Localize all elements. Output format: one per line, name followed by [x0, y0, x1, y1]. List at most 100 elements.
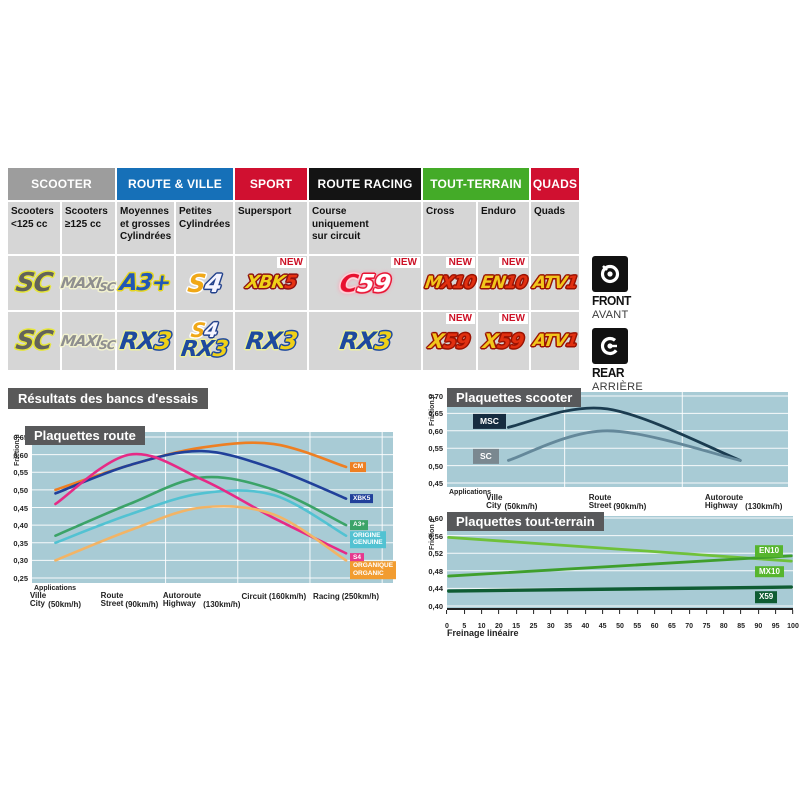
x-tick-label: 80 — [720, 610, 728, 633]
subheader-course-circuit: Course uniquement sur circuit — [309, 202, 421, 254]
front-cell-atv1: ATV1 — [531, 256, 579, 310]
y-tick-label: 0,50 — [428, 461, 443, 471]
plot-area: EN10 MX10 X59 — [447, 516, 793, 610]
front-cell-a3: A3+ — [117, 256, 174, 310]
avant-label: AVANT — [592, 309, 629, 321]
logo-sc: SC — [13, 326, 55, 356]
x-tick-label: 30 — [547, 610, 555, 633]
new-badge: NEW — [276, 257, 306, 268]
front-cell-maxi-sc: MAXISC — [59, 256, 116, 310]
x-tick-label: 20 — [495, 610, 503, 633]
y-tick-label: 0,70 — [428, 392, 443, 401]
series-line-x59 — [447, 585, 793, 593]
y-tick-label: 0,30 — [13, 556, 28, 566]
x-tick-label: 25 — [530, 610, 537, 633]
rear-cell-maxi-sc: MAXISC — [59, 312, 116, 370]
chart-title-route: Plaquettes route — [25, 426, 145, 445]
rear-cell-s4-rx3: S4 RX3 — [176, 312, 233, 370]
x-category-label: Route Street (90km/h) — [588, 493, 647, 511]
series-line-organique — [54, 504, 348, 562]
x-tick-label: 5 — [462, 610, 466, 633]
logo-en10: EN10 — [479, 272, 528, 293]
series-label-sc: SC — [473, 449, 499, 464]
y-tick-label: 0,55 — [13, 468, 28, 478]
front-cell-s4: S4 — [176, 256, 233, 310]
rear-axle-block: REAR ARRIÈRE — [592, 328, 668, 393]
logo-atv1: ATV1 — [531, 330, 579, 351]
logo-maxi-sc: MAXISC — [59, 274, 116, 294]
x-category-label: Circuit (160km/h) — [241, 592, 307, 601]
rear-cell-rx3-racing: RX3 — [309, 312, 421, 370]
y-tick-label: 0,48 — [428, 566, 443, 576]
rear-cell-rx3: RX3 — [117, 312, 174, 370]
new-badge: NEW — [390, 257, 420, 268]
y-tick-label: 0,35 — [13, 538, 28, 548]
logo-s4: S4 — [185, 268, 224, 298]
series-label-s4: S4 — [350, 553, 364, 564]
logo-c59: C59 — [337, 268, 393, 298]
series-label-organique: ORGANIQUE ORGANIC — [350, 561, 397, 580]
x-category-label: Ville City (50km/h) — [29, 591, 82, 609]
series-label-a3+: A3+ — [350, 520, 369, 531]
y-tick-label: 0,55 — [428, 444, 443, 454]
series-label-x59: X59 — [755, 591, 778, 603]
x-axis-title: Applications — [34, 585, 77, 592]
logo-atv1: ATV1 — [531, 272, 579, 293]
y-tick-label: 0,44 — [428, 584, 443, 594]
new-badge: NEW — [498, 257, 528, 268]
rear-cell-x59-cross: NEW X59 — [423, 312, 476, 370]
x-axis-title: Applications — [449, 489, 492, 496]
series-line-a3+ — [54, 475, 348, 537]
x-axis-title: Freinage linéaire — [447, 628, 519, 638]
y-tick-label: 0,60 — [428, 426, 443, 436]
series-label-msc: MSC — [473, 414, 506, 429]
y-tick-label: 0,52 — [428, 549, 443, 559]
x-tick-label: 65 — [668, 610, 676, 633]
x-category-label: Autoroute Highway (130km/h) — [704, 493, 783, 511]
front-cell-en10: NEW EN10 — [478, 256, 529, 310]
x-tick-label: 15 — [512, 610, 520, 633]
rear-cell-rx3-sport: RX3 — [235, 312, 307, 370]
category-tout-terrain: TOUT-TERRAIN — [423, 168, 529, 200]
logo-rx3: RX3 — [118, 327, 173, 355]
subheader-enduro: Enduro — [478, 202, 529, 254]
y-tick-label: 0,50 — [13, 485, 28, 495]
series-line-en10 — [447, 535, 793, 563]
results-heading: Résultats des bancs d'essais — [8, 388, 209, 409]
x-tick-label: 45 — [599, 610, 607, 633]
chart-plaquettes-scooter: Friction µ Plaquettes scooter MSC SC Appl… — [425, 386, 800, 514]
chart-title-terrain: Plaquettes tout-terrain — [447, 512, 604, 531]
subheader-petites-cylindrees: Petites Cylindrées — [176, 202, 233, 254]
plot-area: MSC SC — [447, 392, 788, 487]
product-table: SCOOTER ROUTE & VILLE SPORT ROUTE RACING… — [8, 168, 579, 370]
x-category-label: Autoroute Highway (130km/h) — [162, 591, 241, 609]
x-category-label: Ville City (50km/h) — [486, 493, 538, 511]
y-tick-label: 0,65 — [428, 409, 443, 419]
category-sport: SPORT — [235, 168, 307, 200]
rear-brake-icon — [592, 328, 628, 364]
series-line-origine — [54, 489, 348, 545]
y-tick-label: 0,60 — [13, 450, 28, 460]
new-badge: NEW — [498, 313, 528, 324]
x-category-label: Racing (250km/h) — [313, 592, 380, 601]
category-scooter: SCOOTER — [8, 168, 115, 200]
x-tick-label: 90 — [754, 610, 762, 633]
series-line-mx10 — [447, 554, 793, 578]
logo-maxi-sc: MAXISC — [59, 332, 116, 352]
y-tick-label: 0,45 — [13, 503, 28, 513]
new-badge: NEW — [445, 313, 475, 324]
subheader-supersport: Supersport — [235, 202, 307, 254]
logo-x59: X59 — [481, 329, 526, 353]
x-tick-label: 95 — [772, 610, 780, 633]
x-tick-label: 0 — [445, 610, 449, 633]
x-tick-label: 55 — [633, 610, 641, 633]
y-tick-label: 0,60 — [428, 514, 443, 523]
series-line-xbk5 — [54, 449, 348, 500]
series-label-origine: ORIGINE GENUINE — [350, 530, 386, 549]
logo-sc: SC — [13, 268, 55, 298]
x-tick-label: 60 — [651, 610, 658, 633]
x-tick-label: 85 — [737, 610, 745, 633]
chart-plaquettes-tout-terrain: Friction µ Plaquettes tout-terrain EN10 M… — [425, 510, 800, 642]
series-label-xbk5: XBK5 — [350, 493, 374, 504]
logo-mx10: MX10 — [423, 272, 476, 293]
